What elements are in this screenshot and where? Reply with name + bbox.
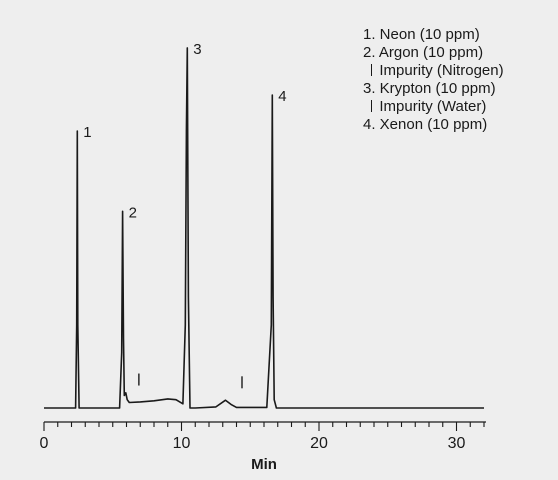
legend-entry: Impurity (Water) <box>363 98 504 116</box>
peak-label: 2 <box>129 204 137 221</box>
x-tick-label: 10 <box>173 435 191 452</box>
x-tick-label: 20 <box>310 435 328 452</box>
trace-layer <box>44 47 484 409</box>
peak-labels: 1 2 3 4 <box>83 41 287 389</box>
x-axis-title: Min <box>251 456 277 473</box>
peak-label: 1 <box>83 124 91 141</box>
legend-entry: 2. Argon (10 ppm) <box>363 44 484 61</box>
x-tick-label: 0 <box>40 435 49 452</box>
legend-entry: 4. Xenon (10 ppm) <box>363 116 488 133</box>
peak-label: 4 <box>278 88 286 105</box>
chart-legend: 1. Neon (10 ppm) 2. Argon (10 ppm) Impur… <box>363 26 504 134</box>
x-tick-label: 30 <box>448 435 466 452</box>
legend-entry: Impurity (Nitrogen) <box>363 62 503 80</box>
legend-entry: 1. Neon (10 ppm) <box>363 26 480 43</box>
peak-label: 3 <box>193 41 201 58</box>
legend-entry: 3. Krypton (10 ppm) <box>363 80 496 97</box>
chromatogram-trace <box>44 47 484 409</box>
x-axis: 0 10 20 30 Min <box>40 421 486 473</box>
